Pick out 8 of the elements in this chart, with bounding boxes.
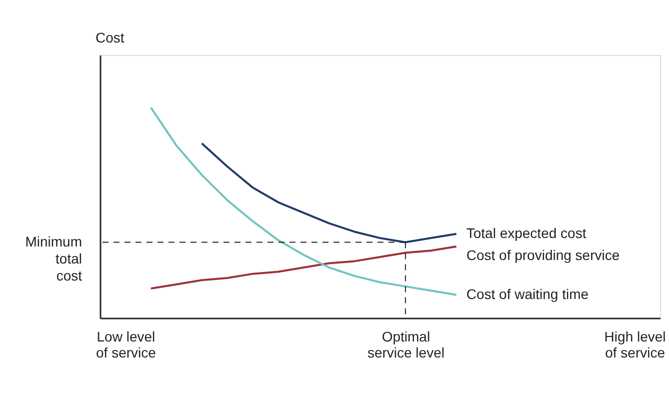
x-tick-label: Optimal service level [367, 328, 444, 360]
series-label: Cost of waiting time [466, 286, 589, 302]
series-label: Total expected cost [466, 224, 586, 241]
x-tick-label: Low level of service [96, 328, 156, 360]
y-axis-title: Cost [96, 30, 124, 46]
x-tick-label: High level of service [604, 328, 666, 360]
series-label: Cost of providing service [466, 246, 620, 263]
ref-line-label: Minimum total cost [25, 233, 82, 284]
